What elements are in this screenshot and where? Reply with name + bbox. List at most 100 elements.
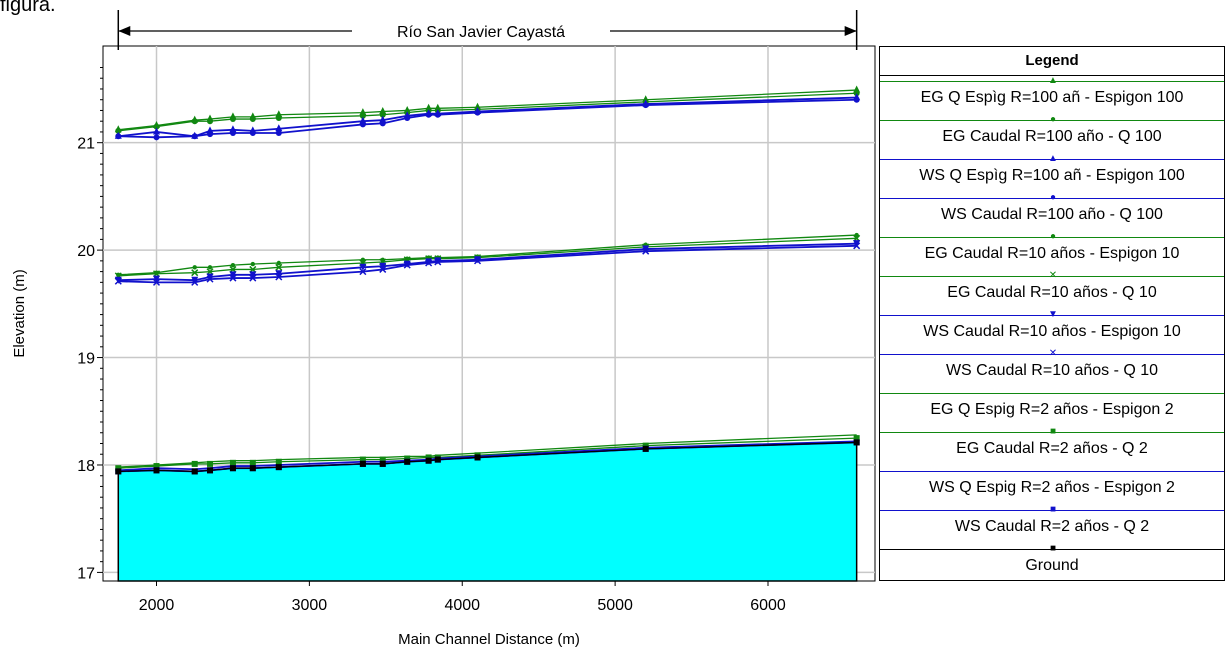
title-arrow-right bbox=[844, 26, 857, 36]
y-tick-label: 17 bbox=[77, 565, 95, 582]
series-marker bbox=[191, 269, 199, 277]
legend-item: ■ EG Caudal R=2 años - Q 2 bbox=[880, 427, 1224, 466]
series-marker bbox=[229, 274, 237, 282]
series-marker bbox=[853, 85, 861, 93]
legend-marker: ■ bbox=[1049, 543, 1057, 554]
series-marker bbox=[425, 259, 433, 267]
series-marker bbox=[153, 275, 161, 283]
series-marker bbox=[229, 125, 237, 133]
series-marker bbox=[275, 458, 282, 465]
series-marker bbox=[434, 258, 442, 266]
legend-item: ● WS Caudal R=100 año - Q 100 bbox=[880, 193, 1224, 232]
series-marker bbox=[229, 459, 236, 466]
series-marker bbox=[191, 118, 198, 125]
series-marker bbox=[153, 134, 160, 141]
series-marker bbox=[403, 261, 411, 269]
legend-item: ■ Ground bbox=[880, 544, 1224, 583]
x-axis-label: Main Channel Distance (m) bbox=[398, 631, 580, 648]
legend-line bbox=[880, 315, 1224, 316]
figure-caption: figura. bbox=[0, 0, 56, 16]
legend-item: ● EG Caudal R=100 año - Q 100 bbox=[880, 115, 1224, 154]
series-marker bbox=[275, 263, 283, 271]
series-marker bbox=[853, 439, 860, 446]
x-tick-label: 4000 bbox=[444, 597, 480, 614]
series-marker bbox=[425, 111, 432, 118]
series-marker bbox=[434, 111, 441, 118]
legend-marker: ✕ bbox=[1048, 270, 1058, 281]
series-marker bbox=[642, 102, 649, 109]
legend-label: WS Caudal R=100 año - Q 100 bbox=[941, 206, 1163, 223]
series-marker bbox=[425, 457, 432, 464]
series-marker bbox=[404, 114, 411, 121]
y-tick-label: 18 bbox=[77, 458, 95, 475]
legend-marker: ▼ bbox=[1048, 309, 1058, 320]
series-marker bbox=[153, 123, 160, 130]
legend-line bbox=[880, 276, 1224, 277]
legend-line bbox=[880, 432, 1224, 433]
x-tick-label: 6000 bbox=[750, 597, 786, 614]
series-marker bbox=[434, 257, 442, 265]
x-tick-label: 5000 bbox=[597, 597, 633, 614]
legend-line bbox=[880, 237, 1224, 238]
series-marker bbox=[425, 454, 432, 461]
series-marker bbox=[249, 274, 257, 282]
legend-line bbox=[880, 471, 1224, 472]
y-tick-label: 21 bbox=[77, 136, 95, 153]
series-marker bbox=[474, 109, 481, 116]
series-marker bbox=[359, 112, 366, 119]
series-marker bbox=[206, 273, 214, 281]
series-marker bbox=[853, 96, 860, 103]
y-tick-label: 19 bbox=[77, 351, 95, 368]
series-1 bbox=[115, 90, 860, 134]
series-marker bbox=[115, 133, 122, 140]
series-marker bbox=[153, 467, 160, 474]
legend-marker: ■ bbox=[1049, 504, 1057, 515]
series-marker bbox=[249, 459, 256, 466]
legend-item: ● EG Caudal R=10 años - Espigon 10 bbox=[880, 232, 1224, 271]
series-marker bbox=[853, 435, 860, 442]
legend-item: ▲ EG Q Espìg R=100 añ - Espigon 100 bbox=[880, 76, 1224, 115]
series-marker bbox=[191, 133, 198, 140]
series-marker bbox=[191, 460, 198, 467]
series-marker bbox=[853, 240, 861, 248]
series-marker bbox=[275, 124, 283, 132]
x-tick-label: 2000 bbox=[139, 597, 175, 614]
legend-label: WS Q Espig R=2 años - Espigon 2 bbox=[929, 479, 1175, 496]
legend-marker: ● bbox=[1049, 192, 1057, 203]
series-marker bbox=[642, 247, 650, 255]
series-9 bbox=[115, 435, 860, 472]
series-marker bbox=[249, 271, 257, 279]
series-marker bbox=[249, 130, 256, 137]
series-marker bbox=[474, 256, 482, 264]
series-marker bbox=[115, 465, 122, 472]
series-marker bbox=[114, 277, 122, 285]
legend-label: WS Caudal R=10 años - Espigon 10 bbox=[923, 323, 1181, 340]
series-3 bbox=[115, 96, 860, 141]
series-marker bbox=[359, 263, 367, 271]
series-marker bbox=[206, 275, 214, 283]
legend-label: EG Caudal R=10 años - Espigon 10 bbox=[924, 245, 1180, 262]
series-marker bbox=[207, 265, 213, 270]
series-marker bbox=[275, 464, 282, 471]
series-marker bbox=[250, 261, 256, 267]
series-marker bbox=[153, 463, 160, 470]
series-marker bbox=[379, 456, 386, 463]
legend-marker: ▲ bbox=[1048, 75, 1058, 86]
series-marker bbox=[403, 260, 411, 268]
series-marker bbox=[275, 273, 283, 281]
legend-marker bbox=[1048, 466, 1058, 476]
legend-marker: ● bbox=[1049, 114, 1057, 125]
series-marker bbox=[379, 265, 387, 273]
series-marker bbox=[152, 278, 161, 286]
legend-item: EG Q Espig R=2 años - Espigon 2 bbox=[880, 388, 1224, 427]
series-marker bbox=[359, 268, 367, 276]
series-marker bbox=[230, 262, 236, 268]
series-marker bbox=[359, 116, 367, 124]
series-marker bbox=[359, 460, 366, 467]
legend-item: ✕ EG Caudal R=10 años - Q 10 bbox=[880, 271, 1224, 310]
series-marker bbox=[359, 108, 367, 116]
legend-line bbox=[880, 354, 1224, 355]
series-marker bbox=[276, 260, 282, 266]
legend-label: Ground bbox=[1025, 557, 1079, 574]
series-marker bbox=[206, 126, 214, 134]
